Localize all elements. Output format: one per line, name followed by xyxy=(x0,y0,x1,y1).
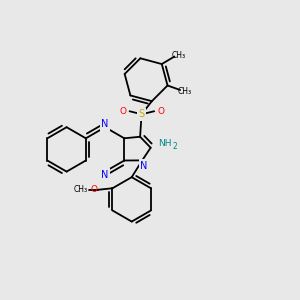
Text: CH₃: CH₃ xyxy=(178,87,192,96)
Text: O: O xyxy=(91,185,98,194)
Text: N: N xyxy=(140,161,147,171)
Text: NH: NH xyxy=(158,139,172,148)
Text: O: O xyxy=(157,107,164,116)
Text: CH₃: CH₃ xyxy=(172,50,186,59)
Text: 2: 2 xyxy=(173,142,178,151)
Text: O: O xyxy=(119,107,127,116)
Text: N: N xyxy=(101,119,109,129)
Text: CH₃: CH₃ xyxy=(74,185,88,194)
Text: N: N xyxy=(101,169,109,180)
Text: S: S xyxy=(139,109,145,119)
